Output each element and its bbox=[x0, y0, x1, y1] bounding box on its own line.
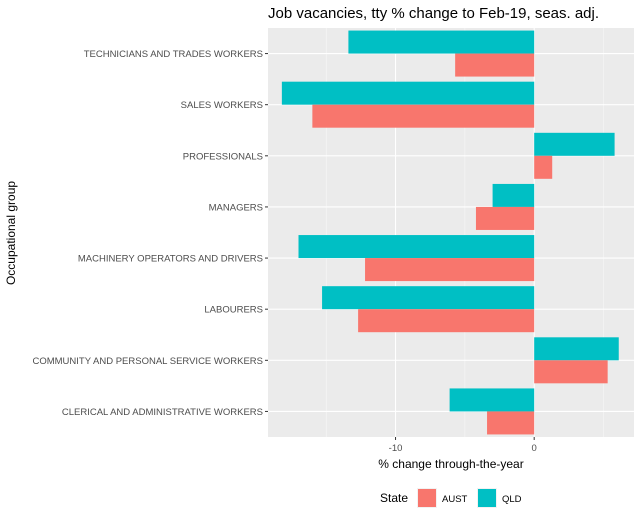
bar-qld bbox=[281, 81, 535, 105]
bar-aust bbox=[455, 53, 535, 77]
y-tick-label: SALES WORKERS bbox=[181, 100, 263, 111]
chart-title: Job vacancies, tty % change to Feb-19, s… bbox=[268, 5, 599, 22]
x-tick-labels: -10 0 bbox=[389, 437, 537, 454]
y-tick-label: CLERICAL AND ADMINISTRATIVE WORKERS bbox=[62, 407, 263, 418]
y-tick-label: MANAGERS bbox=[209, 202, 263, 213]
bar-aust bbox=[534, 360, 608, 384]
bar-qld bbox=[449, 388, 535, 412]
bar-aust bbox=[534, 155, 553, 179]
bar-qld bbox=[534, 337, 619, 361]
bar-aust bbox=[365, 258, 535, 282]
x-tick-label: 0 bbox=[532, 443, 537, 454]
y-tick-label: COMMUNITY AND PERSONAL SERVICE WORKERS bbox=[32, 356, 263, 367]
x-tick-label: -10 bbox=[389, 443, 403, 454]
bar-qld bbox=[348, 30, 535, 54]
legend-swatch-aust bbox=[418, 489, 436, 507]
y-tick-labels: TECHNICIANS AND TRADES WORKERS SALES WORK… bbox=[32, 49, 268, 418]
legend: State AUST QLD bbox=[380, 488, 522, 508]
bar-aust bbox=[487, 411, 535, 435]
y-tick-label: TECHNICIANS AND TRADES WORKERS bbox=[84, 49, 263, 60]
legend-label-qld: QLD bbox=[502, 494, 522, 505]
bar-aust bbox=[312, 104, 535, 128]
y-tick-label: LABOURERS bbox=[204, 305, 263, 316]
bars bbox=[281, 30, 619, 435]
y-tick-label: MACHINERY OPERATORS AND DRIVERS bbox=[78, 254, 263, 265]
x-axis-label: % change through-the-year bbox=[378, 457, 523, 471]
bar-qld bbox=[492, 183, 535, 207]
bar-qld bbox=[298, 235, 535, 259]
bar-aust bbox=[475, 206, 535, 230]
bar-qld bbox=[322, 286, 535, 310]
legend-label-aust: AUST bbox=[442, 494, 468, 505]
legend-title: State bbox=[380, 491, 408, 505]
bar-qld bbox=[534, 132, 615, 156]
y-axis-label: Occupational group bbox=[4, 181, 18, 285]
y-tick-label: PROFESSIONALS bbox=[183, 151, 263, 162]
legend-swatch-qld bbox=[478, 489, 496, 507]
bar-aust bbox=[358, 309, 535, 333]
